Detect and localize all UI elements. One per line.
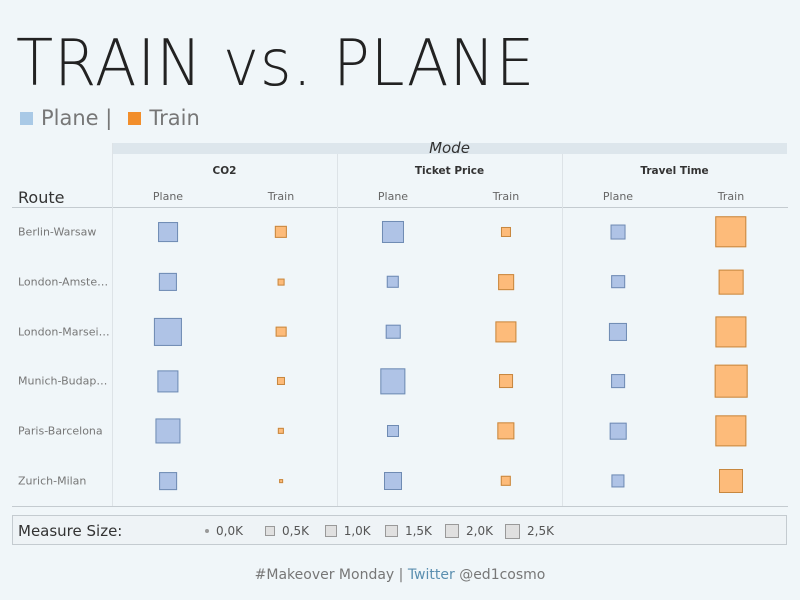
mode-header-co2-plane: Plane	[152, 190, 184, 203]
size-legend-label: Measure Size:	[18, 522, 123, 540]
mark-ticket-price-plane[interactable]	[381, 220, 405, 244]
mark-ticket-price-train[interactable]	[500, 475, 512, 487]
plane-color-swatch	[20, 111, 33, 125]
mode-header-co2-train: Train	[267, 190, 295, 203]
size-legend-value: 1,5K	[404, 524, 432, 538]
mark-co2-train[interactable]	[275, 326, 287, 337]
mark-travel-time-plane[interactable]	[609, 422, 627, 440]
mark-co2-train[interactable]	[277, 278, 285, 286]
measure-header-co2: CO2	[212, 165, 237, 177]
size-legend-value: 2,0K	[466, 524, 493, 538]
mark-ticket-price-train[interactable]	[498, 273, 514, 290]
mark-co2-train[interactable]	[279, 479, 283, 483]
size-legend-item: 1,0K	[325, 516, 371, 546]
mark-ticket-price-train[interactable]	[500, 226, 512, 238]
plane-legend-label[interactable]: Plane |	[41, 106, 113, 130]
size-legend-square	[385, 524, 398, 538]
mode-header-price-plane: Plane	[377, 190, 409, 203]
size-legend-item: 0,0K	[205, 516, 243, 546]
mode-header-bar	[112, 143, 787, 154]
mark-ticket-price-plane[interactable]	[386, 275, 400, 289]
mark-travel-time-train[interactable]	[719, 469, 743, 493]
mark-travel-time-train[interactable]	[718, 269, 744, 295]
color-legend: Plane | Train	[20, 106, 200, 130]
train-legend-label[interactable]: Train	[149, 106, 200, 130]
measure-header-ticket-price: Ticket Price	[414, 165, 485, 177]
size-legend: Measure Size: 0,0K 0,5K 1,0K 1,5K 2,0K 2,5K	[12, 515, 787, 545]
mark-travel-time-train[interactable]	[714, 365, 748, 398]
size-legend-value: 2,5K	[527, 524, 554, 538]
mark-travel-time-plane[interactable]	[611, 374, 625, 389]
train-color-swatch	[128, 111, 142, 125]
mark-ticket-price-plane[interactable]	[387, 425, 399, 438]
size-legend-value: 0,0K	[216, 524, 243, 538]
mark-co2-plane[interactable]	[153, 317, 183, 346]
mark-travel-time-train[interactable]	[715, 216, 747, 248]
mark-travel-time-plane[interactable]	[611, 274, 625, 289]
mode-header-time-plane: Plane	[602, 190, 634, 203]
size-legend-item: 0,5K	[265, 516, 309, 546]
mark-ticket-price-plane[interactable]	[385, 324, 401, 339]
mark-co2-plane[interactable]	[158, 272, 178, 291]
mark-travel-time-train[interactable]	[715, 415, 747, 447]
size-legend-square	[325, 525, 337, 537]
header-divider	[12, 207, 788, 208]
page-title: TRAIN vs. PLANE	[16, 27, 536, 101]
mode-header-price-train: Train	[492, 190, 520, 203]
route-label[interactable]: Paris-Barcelona	[18, 424, 103, 438]
mark-travel-time-plane[interactable]	[611, 474, 625, 488]
route-header: Route	[18, 188, 65, 207]
measure-header-travel-time: Travel Time	[640, 165, 709, 177]
size-legend-item: 2,5K	[505, 516, 554, 546]
mark-ticket-price-train[interactable]	[497, 422, 515, 440]
size-legend-square	[265, 525, 276, 536]
size-legend-value: 0,5K	[282, 524, 309, 538]
footer: #Makeover Monday | Twitter @ed1cosmo	[0, 567, 800, 583]
mark-ticket-price-plane[interactable]	[380, 368, 406, 395]
twitter-link[interactable]: Twitter	[407, 567, 455, 583]
mark-travel-time-train[interactable]	[715, 316, 747, 348]
mark-ticket-price-plane[interactable]	[384, 472, 402, 490]
size-legend-item: 2,0K	[445, 516, 493, 546]
footer-hashtag: #Makeover Monday |	[254, 567, 404, 583]
mode-header-time-train: Train	[717, 190, 745, 203]
mark-co2-plane[interactable]	[159, 472, 177, 490]
mark-travel-time-plane[interactable]	[608, 322, 628, 341]
mode-header: Mode	[429, 139, 470, 157]
size-legend-square	[445, 523, 460, 539]
mark-co2-plane[interactable]	[155, 418, 181, 444]
mark-ticket-price-train[interactable]	[495, 320, 517, 343]
mark-co2-train[interactable]	[276, 377, 286, 386]
mark-co2-train[interactable]	[274, 225, 288, 239]
mark-co2-train[interactable]	[277, 428, 285, 435]
mark-co2-plane[interactable]	[158, 222, 178, 242]
column-divider	[562, 154, 563, 506]
size-legend-square	[505, 523, 520, 539]
column-divider	[337, 154, 338, 506]
size-legend-square	[205, 529, 209, 533]
route-label[interactable]: Zurich-Milan	[18, 474, 87, 488]
table-bottom-divider	[12, 506, 788, 507]
mark-ticket-price-train[interactable]	[499, 374, 513, 389]
column-divider	[112, 143, 113, 506]
size-legend-value: 1,0K	[343, 524, 371, 538]
mark-travel-time-plane[interactable]	[610, 224, 626, 240]
twitter-handle: @ed1cosmo	[459, 567, 546, 583]
route-label[interactable]: London-Marseille	[18, 325, 110, 339]
route-label[interactable]: London-Amsterd..	[18, 275, 110, 289]
route-label[interactable]: Berlin-Warsaw	[18, 225, 97, 239]
route-label[interactable]: Munich-Budapest	[18, 374, 110, 388]
size-legend-item: 1,5K	[385, 516, 432, 546]
mark-co2-plane[interactable]	[157, 370, 179, 392]
